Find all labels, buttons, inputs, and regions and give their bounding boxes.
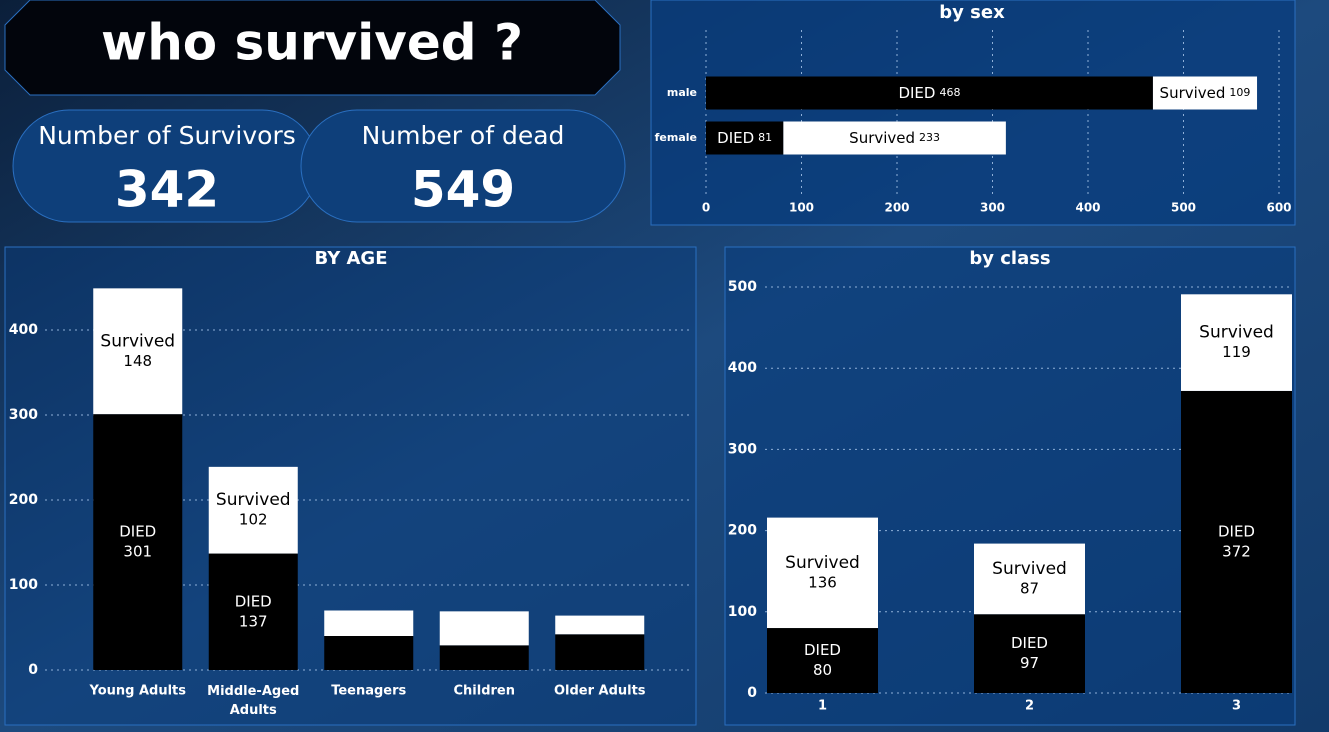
value-label: 119 [1222, 343, 1251, 361]
value-label: 109 [1229, 86, 1250, 99]
kpi-label: Number of Survivors [38, 121, 296, 150]
x-tick-label: Children [454, 684, 516, 699]
y-tick-label: female [655, 131, 697, 144]
bar-segment [974, 543, 1085, 615]
y-tick-label: 0 [747, 685, 757, 701]
kpi-label: Number of dead [362, 121, 565, 150]
y-tick-label: 0 [28, 662, 38, 678]
y-tick-label: 300 [9, 407, 38, 423]
x-tick-label: 0 [702, 201, 710, 215]
series-label: DIED [804, 641, 841, 659]
bar-segment [555, 615, 645, 635]
value-label: 148 [123, 352, 152, 370]
value-label: 102 [239, 511, 268, 529]
x-tick-label: Older Adults [554, 684, 646, 699]
y-tick-label: 100 [728, 604, 757, 620]
bar-segment [1181, 390, 1292, 693]
data-label: DIED 468 [898, 84, 960, 102]
x-tick-label: 400 [1075, 201, 1100, 215]
chart-title: by class [969, 248, 1050, 269]
bar-segment [1181, 294, 1292, 391]
value-label: 80 [813, 661, 832, 679]
y-tick-label: 200 [9, 492, 38, 508]
bar-segment [767, 628, 878, 693]
kpi-value: 342 [115, 161, 219, 219]
data-label: Survived 233 [849, 129, 940, 147]
series-label: Survived [785, 553, 860, 573]
bar-segment [974, 614, 1085, 693]
bar-segment [324, 636, 414, 670]
page-title: who survived ? [101, 14, 523, 72]
value-label: 468 [939, 86, 960, 99]
y-tick-label: 100 [9, 577, 38, 593]
series-label: DIED [235, 592, 272, 610]
value-label: 97 [1020, 654, 1039, 672]
bar-segment [706, 121, 784, 155]
x-tick-label: 2 [1025, 699, 1034, 714]
series-name: DIED [898, 84, 935, 102]
y-tick-label: 400 [9, 322, 38, 338]
bar-segment [439, 645, 529, 670]
series-label: Survived [216, 490, 291, 510]
series-label: Survived [100, 331, 175, 351]
series-label: Survived [992, 559, 1067, 579]
x-tick-label: 300 [980, 201, 1005, 215]
bar-segment [767, 517, 878, 629]
x-tick-label: 3 [1232, 699, 1241, 714]
kpi-card [300, 109, 626, 223]
bar-segment [208, 466, 298, 554]
bar-segment [555, 634, 645, 670]
series-label: Survived [1199, 323, 1274, 343]
y-tick-label: 500 [728, 279, 757, 295]
data-label: Survived 109 [1160, 84, 1251, 102]
x-tick-label: 500 [1171, 201, 1196, 215]
x-tick-label: 200 [884, 201, 909, 215]
series-name: Survived [849, 129, 915, 147]
bar-segment [93, 288, 183, 415]
x-tick-label: 600 [1266, 201, 1291, 215]
bar-segment [208, 553, 298, 670]
value-label: 87 [1020, 579, 1039, 597]
chart-title: by sex [939, 2, 1005, 23]
bar-segment [324, 610, 414, 636]
y-tick-label: 200 [728, 523, 757, 539]
panel [650, 0, 1296, 226]
value-label: 81 [758, 131, 772, 144]
value-label: 233 [919, 131, 940, 144]
y-tick-label: male [667, 86, 697, 99]
series-label: DIED [1218, 522, 1255, 540]
chart-title: BY AGE [314, 248, 387, 269]
x-tick-label: Middle-Aged Adults [207, 684, 299, 718]
y-tick-label: 400 [728, 360, 757, 376]
y-tick-label: 300 [728, 441, 757, 457]
bar-segment [93, 414, 183, 670]
value-label: 137 [239, 612, 268, 630]
bar-segment [783, 121, 1006, 155]
bar-segment [439, 611, 529, 646]
series-label: DIED [1011, 634, 1048, 652]
value-label: 301 [123, 543, 152, 561]
series-name: Survived [1160, 84, 1226, 102]
data-label: DIED 81 [717, 129, 772, 147]
x-tick-label: Teenagers [331, 684, 406, 699]
value-label: 372 [1222, 542, 1251, 560]
title-box [4, 0, 621, 96]
bar-segment [1152, 76, 1258, 110]
x-tick-label: Young Adults [88, 684, 186, 699]
series-name: DIED [717, 129, 754, 147]
x-tick-label: 100 [789, 201, 814, 215]
series-label: DIED [119, 523, 156, 541]
x-tick-label: 1 [818, 699, 827, 714]
bar-segment [706, 76, 1153, 110]
value-label: 136 [808, 573, 837, 591]
kpi-value: 549 [411, 161, 515, 219]
